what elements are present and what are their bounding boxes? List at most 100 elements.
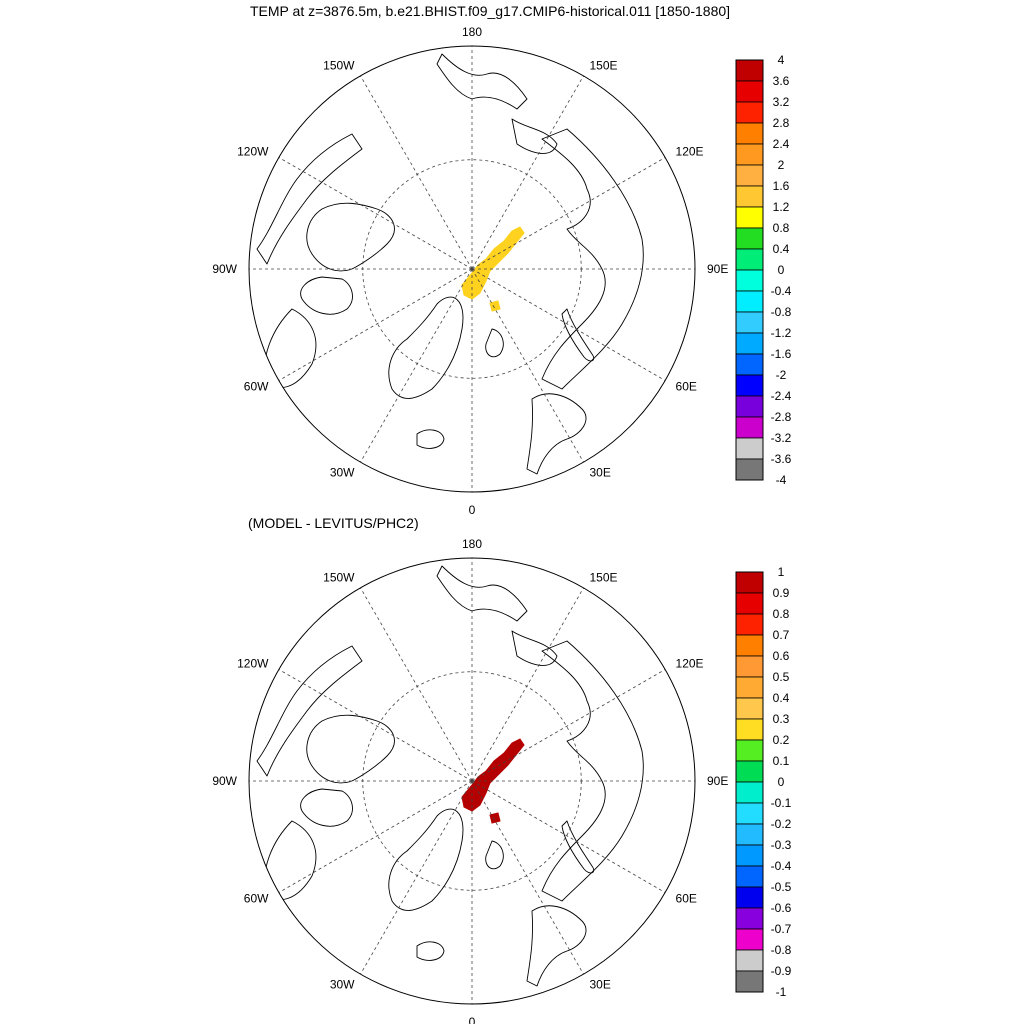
- colorbar-tick-label: -3.2: [771, 431, 792, 445]
- coastline: [561, 820, 595, 874]
- colorbar-tick-label: 1.6: [773, 179, 790, 193]
- colorbar-tick-label: 0.5: [773, 670, 790, 684]
- map-boundary: [248, 557, 696, 1005]
- latitude-circle: [362, 159, 582, 379]
- longitude-label: 60E: [676, 380, 697, 394]
- temperature-anomaly-patch: [461, 226, 525, 300]
- polar-map: 180 150E 120E 90E 60E 30E 0 30W 60W 90W 120W 150W: [212, 25, 728, 517]
- colorbar-tick-label: 2: [778, 158, 785, 172]
- colorbar: 1 0.9 0.8 0.7 0.6 0.5 0.4 0.3 0.2 0.1 0 -0.1 -0.2 -0.…: [735, 565, 792, 999]
- longitude-label: 180: [462, 537, 482, 551]
- colorbar-swatch: [735, 395, 764, 418]
- coastline: [526, 393, 587, 475]
- meridian-line: [471, 268, 584, 463]
- colorbar-tick-label: 0: [778, 263, 785, 277]
- colorbar-swatch: [735, 865, 764, 888]
- meridian-line: [471, 780, 584, 975]
- coastline: [256, 133, 363, 265]
- coastline: [416, 429, 445, 449]
- colorbar-swatch: [735, 739, 764, 762]
- colorbar-swatch: [735, 970, 764, 993]
- coastline: [256, 645, 363, 777]
- colorbar-tick-label: -0.8: [771, 305, 792, 319]
- coastline: [485, 840, 504, 870]
- colorbar-swatch: [735, 416, 764, 439]
- colorbar-swatch: [735, 823, 764, 846]
- colorbar-tick-label: 0.9: [773, 586, 790, 600]
- colorbar-tick-label: 2.4: [773, 137, 790, 151]
- colorbar-swatch: [735, 886, 764, 909]
- colorbar-tick-label: -1.6: [771, 347, 792, 361]
- colorbar-frame: [735, 59, 764, 481]
- colorbar-tick-label: 0: [778, 775, 785, 789]
- meridian-line: [471, 587, 584, 782]
- colorbar-swatch: [735, 227, 764, 250]
- coastline: [300, 788, 353, 827]
- map-title: TEMP at z=3876.5m, b.e21.BHIST.f09_g17.C…: [250, 3, 730, 19]
- longitude-label: 150W: [323, 570, 355, 584]
- meridian-line: [471, 157, 666, 270]
- longitude-label: 90W: [212, 774, 237, 788]
- temperature-anomaly-patch: [461, 738, 525, 812]
- meridian-line: [471, 75, 584, 270]
- longitude-label: 30E: [590, 978, 611, 992]
- map-title: (MODEL - LEVITUS/PHC2): [248, 515, 419, 531]
- meridian-line: [360, 587, 473, 782]
- coastline: [511, 630, 558, 666]
- longitude-label: 30W: [330, 466, 355, 480]
- colorbar-swatch: [735, 374, 764, 397]
- longitude-label: 150W: [323, 58, 355, 72]
- coastline: [436, 565, 528, 622]
- coastline: [541, 128, 644, 390]
- colorbar-swatch: [735, 928, 764, 951]
- colorbar-swatch: [735, 332, 764, 355]
- coastline: [300, 276, 353, 315]
- polar-map: 180 150E 120E 90E 60E 30E 0 30W 60W 90W 120W 150W: [212, 537, 728, 1024]
- longitude-label: 90E: [707, 774, 728, 788]
- meridian-line: [360, 268, 473, 463]
- colorbar-tick-label: -0.5: [771, 880, 792, 894]
- coastline: [306, 714, 395, 784]
- colorbar-tick-label: 0.8: [773, 607, 790, 621]
- meridian-line: [278, 268, 473, 381]
- coastline: [541, 640, 644, 902]
- colorbar-tick-label: 0.4: [773, 691, 790, 705]
- coastline: [485, 328, 504, 358]
- longitude-label: 30W: [330, 978, 355, 992]
- colorbar-tick-label: -1: [776, 985, 787, 999]
- longitude-label: 120W: [237, 145, 269, 159]
- colorbar-swatch: [735, 437, 764, 460]
- colorbar-tick-label: 0.8: [773, 221, 790, 235]
- colorbar-swatch: [735, 185, 764, 208]
- longitude-label: 180: [462, 25, 482, 39]
- meridian-line: [360, 75, 473, 270]
- map-panel-top: TEMP at z=3876.5m, b.e21.BHIST.f09_g17.C…: [212, 3, 791, 517]
- coastline: [416, 941, 445, 961]
- colorbar-tick-label: -0.6: [771, 901, 792, 915]
- colorbar-swatch: [735, 949, 764, 972]
- colorbar-tick-label: -2.8: [771, 410, 792, 424]
- longitude-label: 90E: [707, 262, 728, 276]
- colorbar-swatch: [735, 164, 764, 187]
- colorbar-swatch: [735, 101, 764, 124]
- longitude-label: 150E: [590, 570, 618, 584]
- temperature-anomaly-patch: [489, 812, 501, 824]
- longitude-label: 90W: [212, 262, 237, 276]
- colorbar-swatch: [735, 353, 764, 376]
- colorbar-swatch: [735, 311, 764, 334]
- colorbar-swatch: [735, 80, 764, 103]
- colorbar-tick-label: 0.2: [773, 733, 790, 747]
- colorbar-swatch: [735, 907, 764, 930]
- colorbar-swatch: [735, 592, 764, 615]
- colorbar-swatch: [735, 655, 764, 678]
- colorbar-swatch: [735, 781, 764, 804]
- colorbar-tick-label: 0.3: [773, 712, 790, 726]
- colorbar-swatch: [735, 571, 764, 594]
- coastline: [388, 808, 464, 911]
- colorbar-swatch: [735, 613, 764, 636]
- longitude-label: 30E: [590, 466, 611, 480]
- colorbar-swatch: [735, 634, 764, 657]
- colorbar-tick-label: -0.7: [771, 922, 792, 936]
- colorbar-swatch: [735, 248, 764, 271]
